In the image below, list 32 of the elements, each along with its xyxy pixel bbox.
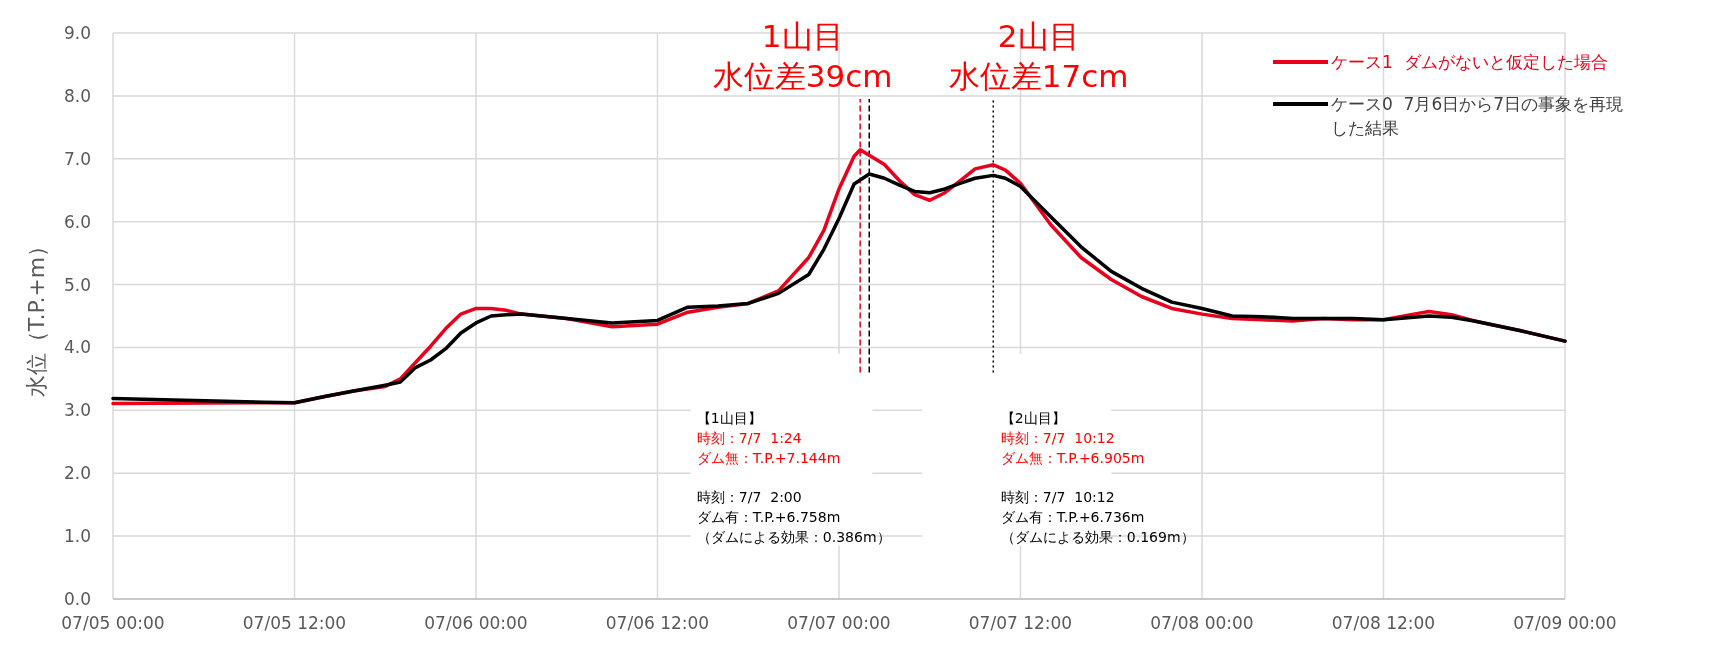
annotation: 2山目 — [997, 17, 1080, 54]
y-tick-label: 2.0 — [63, 463, 91, 484]
y-tick-label: 6.0 — [63, 211, 91, 232]
annotation: 時刻：7/7 10:12 ダム有：T.P.+6.736m （ダムによる効果：0.169m） — [1000, 489, 1195, 546]
annotation: 水位差39cm — [712, 57, 893, 94]
y-tick-label: 5.0 — [63, 274, 91, 295]
annotation: 時刻：7/7 10:12 ダム無：T.P.+6.905m — [1000, 430, 1145, 467]
y-tick-label: 0.0 — [63, 589, 91, 609]
legend-label: ケース0 7月6日から7日の事象を再現した結果 — [1331, 94, 1624, 138]
annotation: 水位差17cm — [948, 57, 1129, 94]
annotation: 【1山目】 — [696, 410, 762, 427]
annotation: 1山目 — [761, 17, 844, 54]
legend-label: ケース1 ダムがないと仮定した場合 — [1331, 52, 1608, 72]
x-tick-label: 07/07 00:00 — [787, 613, 891, 633]
x-tick-label: 07/05 12:00 — [242, 613, 347, 633]
annotation: 時刻：7/7 1:24 ダム無：T.P.+7.144m — [696, 430, 841, 467]
y-tick-label: 8.0 — [63, 85, 91, 106]
annotation: 時刻：7/7 2:00 ダム有：T.P.+6.758m （ダムによる効果：0.386m） — [696, 489, 891, 546]
y-tick-label: 1.0 — [63, 526, 91, 547]
y-tick-label: 4.0 — [63, 337, 91, 358]
y-axis-title: 水位（T.P.+m） — [24, 234, 49, 398]
x-tick-label: 07/09 00:00 — [1513, 613, 1617, 633]
x-tick-label: 07/07 12:00 — [968, 613, 1073, 633]
annotation: 【2山目】 — [1000, 410, 1066, 427]
y-tick-label: 9.0 — [63, 23, 91, 43]
x-tick-label: 07/06 00:00 — [424, 613, 528, 633]
x-tick-label: 07/05 00:00 — [61, 613, 165, 633]
x-tick-label: 07/08 00:00 — [1150, 613, 1254, 633]
y-tick-label: 3.0 — [63, 400, 91, 421]
x-tick-label: 07/08 12:00 — [1331, 613, 1436, 633]
x-tick-label: 07/06 12:00 — [605, 613, 710, 633]
y-tick-label: 7.0 — [63, 148, 91, 169]
